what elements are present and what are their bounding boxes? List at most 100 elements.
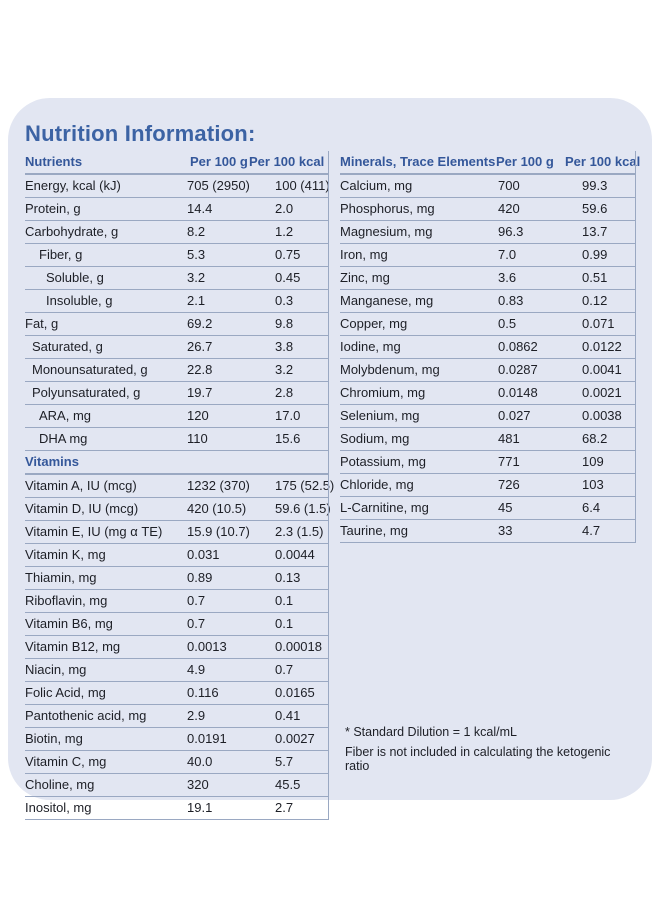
per-100g-value: 3.6: [498, 270, 517, 285]
column-divider: [328, 151, 329, 820]
nutrient-name: Chloride, mg: [340, 477, 414, 492]
column-divider: [635, 151, 636, 543]
table-row: Vitamin B12, mg 0.0013 0.00018: [25, 636, 328, 659]
per-100g-value: 110: [187, 431, 208, 446]
per-100g-value: 0.0013: [187, 639, 227, 654]
per-100g-value: 700: [498, 178, 520, 193]
table-row: Thiamin, mg 0.89 0.13: [25, 567, 328, 590]
per-100g-value: 0.027: [498, 408, 531, 423]
per-100kcal-value: 3.8: [275, 339, 294, 354]
per-100g-value: 120: [187, 408, 209, 423]
nutrient-name: Folic Acid, mg: [25, 685, 106, 700]
nutrient-name: Iron, mg: [340, 247, 388, 262]
nutrient-name: Zinc, mg: [340, 270, 390, 285]
per-100g-value: 0.7: [187, 593, 206, 608]
per-100g-value: 5.3: [187, 247, 206, 262]
per-100kcal-value: 2.7: [275, 800, 294, 815]
nutrient-name: Energy, kcal (kJ): [25, 178, 121, 193]
table-row: Carbohydrate, g 8.2 1.2: [25, 221, 328, 244]
nutrient-name: Biotin, mg: [25, 731, 83, 746]
per-100kcal-value: 0.071: [582, 316, 615, 331]
table-row: Vitamin D, IU (mcg) 420 (10.5) 59.6 (1.5): [25, 498, 331, 521]
table-row: Saturated, g 26.7 3.8: [25, 336, 328, 359]
per-100kcal-value: 0.7: [275, 662, 294, 677]
per-100g-value: 420: [498, 201, 520, 216]
table-row: Fat, g 69.2 9.8: [25, 313, 328, 336]
per-100kcal-value: 0.1: [275, 616, 294, 631]
table-row: Pantothenic acid, mg 2.9 0.41: [25, 705, 328, 728]
per-100kcal-value: 17.0: [275, 408, 301, 423]
nutrient-name: Calcium, mg: [340, 178, 413, 193]
per-100kcal-value: 0.0165: [275, 685, 315, 700]
table-row: Chromium, mg 0.0148 0.0021: [340, 382, 635, 405]
table-row: Soluble, g 3.2 0.45: [25, 267, 328, 290]
per-100kcal-value: 0.0041: [582, 362, 622, 377]
per-100kcal-value: 0.51: [582, 270, 608, 285]
nutrient-name: Vitamin K, mg: [25, 547, 106, 562]
table-row: Vitamin C, mg 40.0 5.7: [25, 751, 328, 774]
per-100g-value: 22.8: [187, 362, 213, 377]
per-100g-column-header: Per 100 g: [496, 154, 554, 169]
nutrient-name: Magnesium, mg: [340, 224, 433, 239]
per-100g-value: 0.0191: [187, 731, 227, 746]
minerals-table: Minerals, Trace Elements Per 100 g Per 1…: [340, 151, 640, 543]
table-row: Selenium, mg 0.027 0.0038: [340, 405, 635, 428]
nutrient-name: Copper, mg: [340, 316, 408, 331]
nutrient-name: Vitamin E, IU (mg α TE): [25, 524, 163, 539]
nutrient-name: Selenium, mg: [340, 408, 420, 423]
per-100kcal-value: 0.12: [582, 293, 608, 308]
vitamins-section-header: Vitamins: [25, 451, 328, 474]
nutrient-name: Carbohydrate, g: [25, 224, 119, 239]
table-row: Taurine, mg 33 4.7: [340, 520, 635, 543]
nutrients-column-header: Nutrients: [25, 154, 83, 169]
nutrient-name: Vitamin B6, mg: [25, 616, 113, 631]
per-100g-value: 771: [498, 454, 520, 469]
per-100kcal-value: 0.0038: [582, 408, 622, 423]
per-100g-value: 45: [498, 500, 513, 515]
per-100kcal-value: 13.7: [582, 224, 608, 239]
per-100g-value: 7.0: [498, 247, 517, 262]
per-100kcal-value: 9.8: [275, 316, 294, 331]
per-100g-value: 1232 (370): [187, 478, 250, 493]
per-100kcal-value: 109: [582, 454, 604, 469]
per-100g-value: 0.0148: [498, 385, 538, 400]
nutrient-name: Insoluble, g: [46, 293, 113, 308]
per-100g-value: 0.5: [498, 316, 517, 331]
per-100kcal-value: 59.6 (1.5): [275, 501, 331, 516]
per-100g-value: 320: [187, 777, 209, 792]
per-100kcal-column-header: Per 100 kcal: [565, 154, 641, 169]
per-100g-value: 481: [498, 431, 520, 446]
per-100g-value: 0.0287: [498, 362, 538, 377]
per-100g-value: 0.89: [187, 570, 213, 585]
per-100kcal-value: 0.0122: [582, 339, 622, 354]
per-100kcal-value: 0.0044: [275, 547, 315, 562]
nutrients-table-header: Nutrients Per 100 g Per 100 kcal: [25, 151, 328, 174]
per-100g-value: 2.9: [187, 708, 206, 723]
table-row: Iron, mg 7.0 0.99: [340, 244, 635, 267]
nutrient-name: DHA mg: [39, 431, 88, 446]
table-row: Energy, kcal (kJ) 705 (2950) 100 (411): [25, 174, 330, 198]
table-row: Zinc, mg 3.6 0.51: [340, 267, 635, 290]
fiber-note: Fiber is not included in calculating the…: [345, 745, 611, 773]
nutrient-name: Polyunsaturated, g: [32, 385, 141, 400]
nutrient-name: Vitamin A, IU (mcg): [25, 478, 137, 493]
per-100kcal-value: 15.6: [275, 431, 301, 446]
per-100kcal-value: 4.7: [582, 523, 601, 538]
per-100kcal-value: 0.0021: [582, 385, 622, 400]
table-row: Vitamin B6, mg 0.7 0.1: [25, 613, 328, 636]
nutrients-table: Nutrients Per 100 g Per 100 kcal Energy,…: [25, 151, 334, 820]
table-row: Chloride, mg 726 103: [340, 474, 635, 497]
table-row: Vitamin K, mg 0.031 0.0044: [25, 544, 328, 567]
per-100g-value: 96.3: [498, 224, 524, 239]
nutrient-name: Sodium, mg: [340, 431, 410, 446]
per-100g-value: 19.1: [187, 800, 213, 815]
table-row: Insoluble, g 2.1 0.3: [25, 290, 328, 313]
nutrient-name: Vitamin B12, mg: [25, 639, 121, 654]
nutrient-name: Molybdenum, mg: [340, 362, 440, 377]
footnotes: * Standard Dilution = 1 kcal/mL Fiber is…: [345, 725, 635, 779]
nutrient-name: Niacin, mg: [25, 662, 87, 677]
per-100kcal-value: 175 (52.5): [275, 478, 335, 493]
table-row: Inositol, mg 19.1 2.7: [25, 797, 328, 820]
per-100kcal-column-header: Per 100 kcal: [249, 154, 325, 169]
per-100g-value: 8.2: [187, 224, 206, 239]
